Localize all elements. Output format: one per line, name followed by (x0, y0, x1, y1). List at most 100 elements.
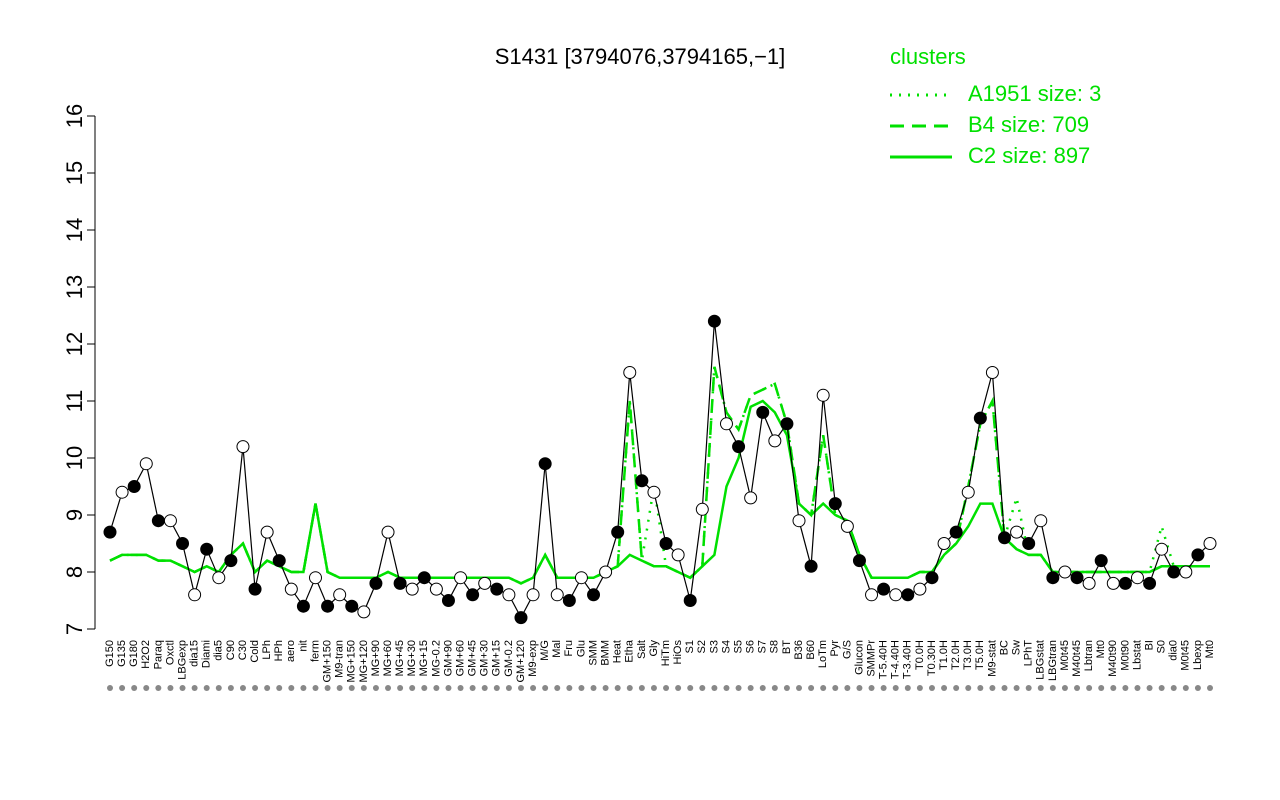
x-tick-label: Heat (612, 640, 624, 663)
rug-dot (517, 685, 524, 691)
x-tick-label: G/S (841, 640, 853, 659)
x-tick-label: M9-tran (334, 640, 346, 678)
data-point (913, 582, 927, 596)
cluster-line (109, 399, 1210, 585)
data-point (405, 582, 419, 596)
data-point (1070, 571, 1084, 585)
rug-dot (215, 685, 222, 691)
rug-dot (1182, 685, 1189, 691)
rug-dot (288, 685, 295, 691)
x-tick-label: HPh (273, 640, 285, 661)
rug-dot (578, 685, 585, 691)
data-point (176, 537, 190, 550)
rug-dot (457, 685, 464, 691)
rug-dot (1049, 685, 1056, 691)
x-tick-label: M0t45 (1180, 640, 1192, 671)
y-tick-label: 8 (62, 566, 87, 578)
y-tick-label: 11 (62, 390, 87, 413)
data-point (744, 491, 758, 505)
rug-dot (566, 685, 573, 691)
rug-dot (1170, 685, 1177, 691)
data-point (296, 599, 310, 613)
rug-dot (372, 685, 379, 691)
x-tick-label: Cold (249, 640, 261, 663)
x-tick-label: LBGstat (1035, 640, 1047, 680)
x-tick-label: ferm (309, 640, 321, 662)
rug-dot (916, 685, 923, 691)
data-point (1143, 576, 1157, 590)
x-tick-label: Fru (563, 640, 575, 657)
data-point (719, 417, 733, 431)
rug-dot (264, 685, 271, 691)
y-tick-label: 16 (62, 104, 87, 128)
y-tick-label: 10 (62, 446, 87, 470)
x-tick-label: S8 (769, 640, 781, 653)
x-tick-label: GM+30 (479, 640, 491, 676)
x-tick-label: GM+15 (491, 640, 503, 676)
rug-dot (143, 685, 150, 691)
rug-dot (687, 685, 694, 691)
x-tick-label: nit (297, 640, 309, 652)
rug-dot (433, 685, 440, 691)
y-tick-label: 15 (62, 161, 87, 185)
data-point (659, 537, 673, 550)
x-tick-label: LBGtran (1047, 640, 1059, 681)
x-tick-label: MG+150 (346, 640, 358, 683)
data-point (707, 314, 721, 328)
data-point (671, 548, 685, 562)
rug-dot (1086, 685, 1093, 691)
data-point (901, 588, 915, 602)
x-tick-label: GM-0.2 (503, 640, 515, 677)
data-point (1010, 525, 1024, 539)
x-tick-label: LPh (261, 640, 273, 660)
rug-dot (445, 685, 452, 691)
rug-dot (1122, 685, 1129, 691)
rug-dot (227, 685, 234, 691)
x-tick-label: GM+150 (321, 640, 333, 683)
data-point (538, 457, 552, 471)
rug-dot (505, 685, 512, 691)
x-tick-label: Sw (1010, 640, 1022, 655)
data-point (188, 588, 202, 602)
rug-dot (928, 685, 935, 691)
data-point (840, 519, 854, 533)
rug-dot (1194, 685, 1201, 691)
rug-dot (300, 685, 307, 691)
data-point (272, 554, 286, 568)
data-point (877, 582, 891, 596)
rug-dot (1146, 685, 1153, 691)
rug-dot (771, 685, 778, 691)
rug-dot (360, 685, 367, 691)
data-point (562, 594, 576, 607)
rug-dot (626, 685, 633, 691)
x-tick-label: BI (1143, 640, 1155, 650)
data-point (852, 554, 866, 568)
data-point (1167, 565, 1181, 579)
x-tick-label: T3.0H (962, 640, 974, 670)
data-point (369, 576, 383, 590)
x-tick-label: GM+60 (454, 640, 466, 676)
data-point (985, 366, 999, 379)
rug-dot (530, 685, 537, 691)
data-point (151, 514, 165, 528)
x-tick-label: MG+90 (370, 640, 382, 676)
x-tick-label: BC (998, 640, 1010, 655)
rug-dot (203, 685, 210, 691)
data-point (611, 525, 625, 539)
x-tick-label: MG+30 (406, 640, 418, 676)
x-tick-label: Lbstat (1131, 640, 1143, 670)
x-tick-label: Mt0 (1204, 640, 1216, 658)
rug-dot (989, 685, 996, 691)
rug-dot (336, 685, 343, 691)
x-tick-label: SMM (587, 640, 599, 666)
legend-label: A1951 size: 3 (968, 81, 1101, 106)
rug-dot (904, 685, 911, 691)
x-tick-label: T0.0H (914, 640, 926, 670)
data-point (937, 537, 951, 550)
x-tick-label: H2O2 (140, 640, 152, 669)
data-point (647, 485, 661, 499)
rug-dot (167, 685, 174, 691)
x-tick-label: S4 (720, 640, 732, 653)
rug-dot (493, 685, 500, 691)
rug-dot (542, 685, 549, 691)
